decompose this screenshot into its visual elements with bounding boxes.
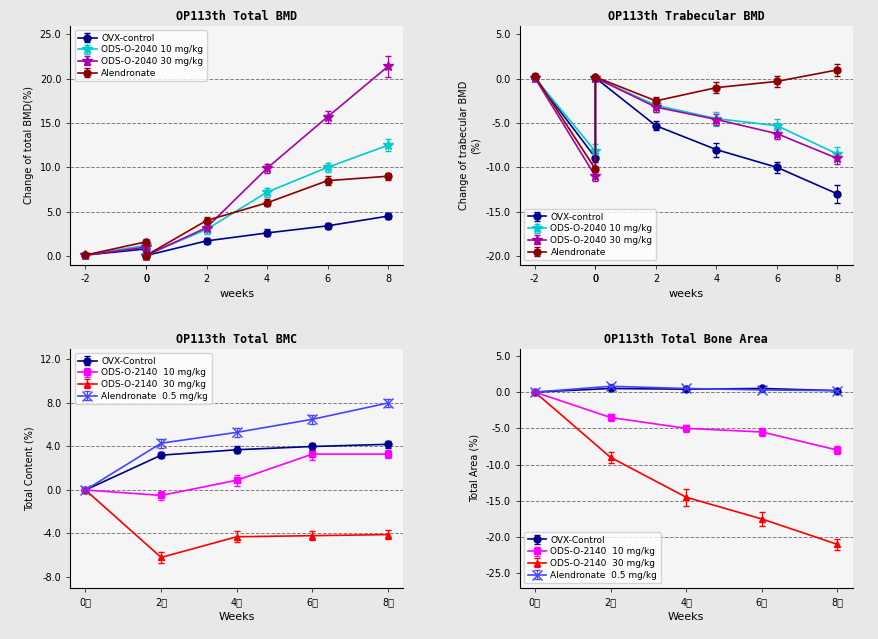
X-axis label: weeks: weeks (219, 289, 254, 300)
Legend: OVX-Control, ODS-O-2140  10 mg/kg, ODS-O-2140  30 mg/kg, Alendronate  0.5 mg/kg: OVX-Control, ODS-O-2140 10 mg/kg, ODS-O-… (75, 353, 212, 404)
Y-axis label: Total Content (%): Total Content (%) (25, 426, 34, 511)
Y-axis label: Change of trabecular BMD
(%): Change of trabecular BMD (%) (458, 81, 479, 210)
Title: OP113th Total BMC: OP113th Total BMC (176, 333, 297, 346)
Legend: OVX-Control, ODS-O-2140  10 mg/kg, ODS-O-2140  30 mg/kg, Alendronate  0.5 mg/kg: OVX-Control, ODS-O-2140 10 mg/kg, ODS-O-… (523, 532, 660, 583)
Y-axis label: Change of total BMD(%): Change of total BMD(%) (24, 86, 34, 204)
X-axis label: Weeks: Weeks (667, 612, 703, 622)
Legend: OVX-control, ODS-O-2040 10 mg/kg, ODS-O-2040 30 mg/kg, Alendronate: OVX-control, ODS-O-2040 10 mg/kg, ODS-O-… (75, 30, 206, 81)
Legend: OVX-control, ODS-O-2040 10 mg/kg, ODS-O-2040 30 mg/kg, Alendronate: OVX-control, ODS-O-2040 10 mg/kg, ODS-O-… (523, 209, 655, 260)
X-axis label: Weeks: Weeks (219, 612, 255, 622)
Title: OP113th Total Bone Area: OP113th Total Bone Area (603, 333, 767, 346)
Title: OP113th Total BMD: OP113th Total BMD (176, 10, 297, 23)
X-axis label: weeks: weeks (668, 289, 703, 300)
Y-axis label: Total Area (%): Total Area (%) (470, 434, 479, 502)
Title: OP113th Trabecular BMD: OP113th Trabecular BMD (607, 10, 764, 23)
